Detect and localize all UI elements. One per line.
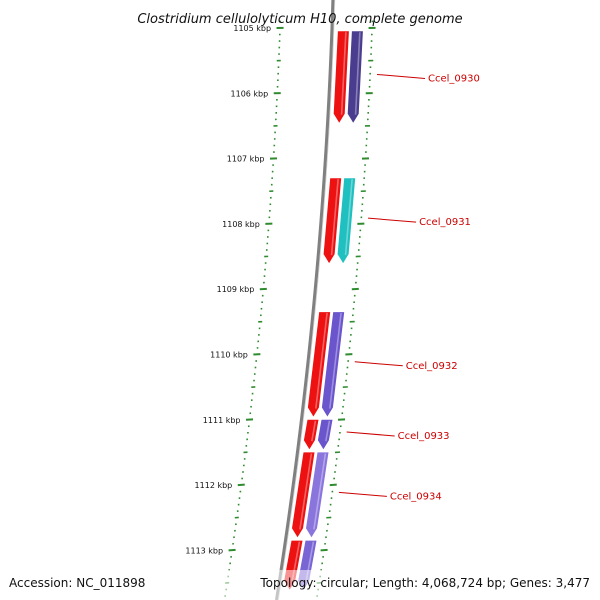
cds-arrow [307,312,331,417]
gene-arrow [306,452,329,538]
kbp-label: 1109 kbp [217,285,255,294]
gene-label-line [346,431,395,437]
gene-label[interactable]: Ccel_0930 [428,73,480,84]
gene-track [284,31,363,590]
gene-arrow [317,419,333,450]
cds-arrow [292,452,315,538]
footer-backdrop [0,570,600,600]
kbp-label: 1106 kbp [231,89,269,98]
kbp-label: 1112 kbp [195,481,233,490]
backbone-highlight [277,0,336,600]
gene-label-line [354,361,403,367]
outer-ruler-tick [320,548,328,552]
gene-label-line [338,491,387,497]
map-title: Clostridium cellulolyticum H10, complete… [137,12,462,27]
cds-arrow [303,419,319,450]
gene-label-line [368,217,417,223]
kbp-label: 1113 kbp [185,546,223,555]
backbone-line [274,0,335,600]
gene-arrow [337,178,356,264]
gene-label[interactable]: Ccel_0934 [390,491,442,502]
kbp-label: 1108 kbp [222,220,260,229]
kbp-label: 1105 kbp [233,24,271,33]
gene-arrow [347,31,363,123]
ruler-ticks: 1105 kbp 1106 kbp 1107 kbp 1108 kbp 1109 kbp… [185,20,376,597]
kbp-label: 1110 kbp [210,351,248,360]
gene-label[interactable]: Ccel_0932 [406,361,458,372]
kbp-label: 1111 kbp [203,416,241,425]
kbp-label: 1107 kbp [227,155,265,164]
cds-arrow [333,31,349,123]
gene-label[interactable]: Ccel_0933 [398,431,450,442]
gene-labels: Ccel_0930 Ccel_0931 Ccel_0932 Ccel_0933 Ccel… [338,73,480,502]
cds-arrow [323,178,342,264]
gene-label-line [376,73,426,79]
genome-summary-text: Topology: circular; Length: 4,068,724 bp… [259,576,590,590]
accession-text: Accession: NC_011898 [9,576,145,590]
gene-label[interactable]: Ccel_0931 [419,217,471,228]
genome-backbone [274,0,336,600]
gene-arrow [321,312,345,417]
inner-ruler-tick [228,548,236,552]
